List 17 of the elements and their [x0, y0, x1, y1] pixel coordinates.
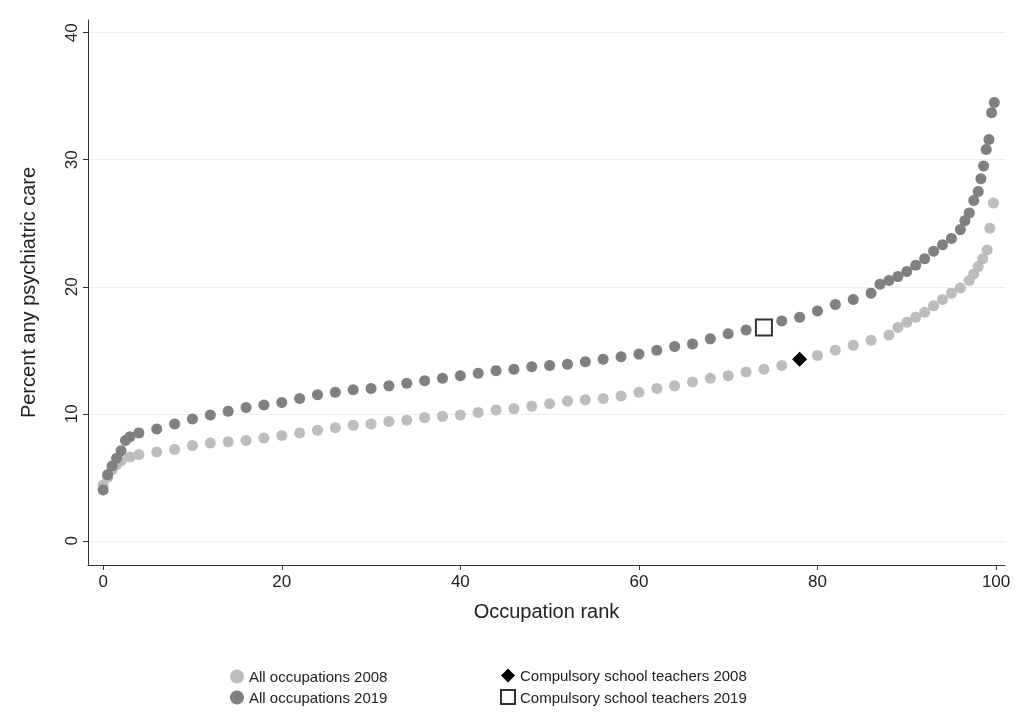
x-tick-label: 40 — [450, 572, 470, 591]
x-tick-label: 20 — [272, 572, 292, 591]
y-axis-title: Percent any psychiatric care — [17, 166, 39, 419]
y-tick-label: 30 — [62, 150, 81, 170]
legend-label: All occupations 2019 — [249, 689, 388, 706]
legend-label: All occupations 2008 — [249, 668, 388, 685]
y-tick-label: 10 — [62, 404, 81, 424]
y-tick-label: 40 — [62, 23, 81, 43]
x-tick-label: 100 — [981, 572, 1011, 591]
x-tick-label: 80 — [808, 572, 827, 591]
x-tick-label: 60 — [629, 572, 649, 591]
legend-label: Compulsory school teachers 2019 — [520, 688, 747, 706]
x-axis-title: Occupation rank — [473, 600, 621, 622]
y-tick-label: 0 — [62, 536, 81, 546]
legend-label: Compulsory school teachers 2008 — [520, 667, 747, 684]
x-tick-label: 0 — [98, 572, 108, 591]
y-tick-label: 20 — [62, 277, 81, 297]
